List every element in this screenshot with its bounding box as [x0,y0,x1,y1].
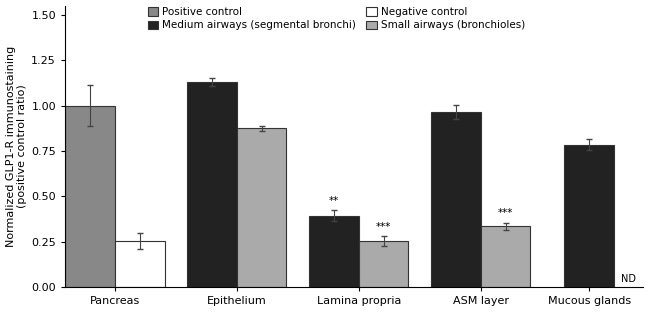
Text: ND: ND [621,274,636,284]
Bar [565,145,614,287]
Text: **: ** [329,196,339,206]
Legend: Positive control, Medium airways (segmental bronchi), Negative control, Small ai: Positive control, Medium airways (segmen… [145,5,528,32]
Bar [309,216,359,287]
Y-axis label: Normalized GLP1-R immunostaining
(positive control ratio): Normalized GLP1-R immunostaining (positi… [6,46,27,247]
Bar [481,227,530,287]
Text: ***: *** [498,208,513,218]
Text: ***: *** [376,222,391,232]
Bar [65,105,115,287]
Bar [115,241,164,287]
Bar [187,82,237,287]
Bar [237,128,286,287]
Bar [431,112,481,287]
Bar [359,241,408,287]
